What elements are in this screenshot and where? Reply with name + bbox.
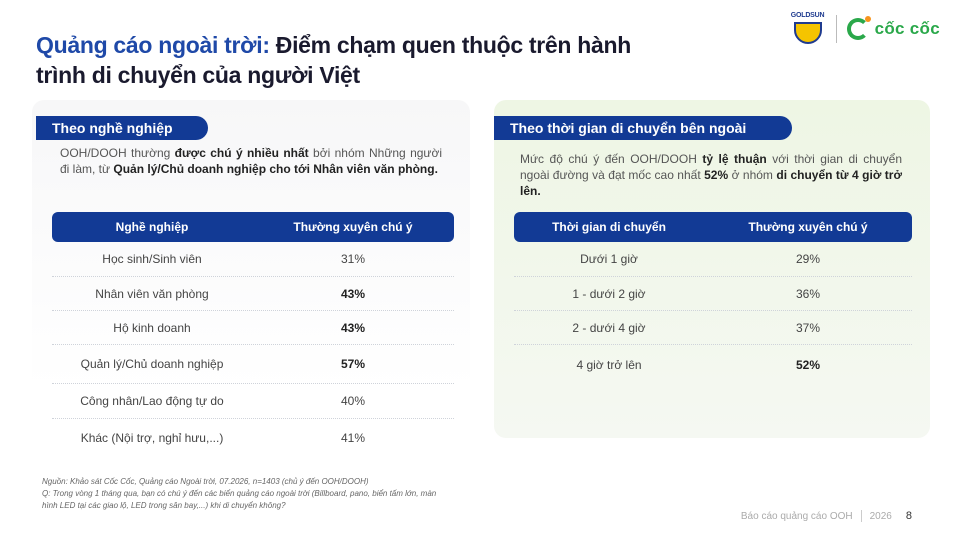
- row-value: 40%: [340, 394, 366, 408]
- footnote-source: Nguồn: Khảo sát Cốc Cốc, Quảng cáo Ngoài…: [42, 477, 369, 486]
- page-title: Quảng cáo ngoài trời: Điểm chạm quen thu…: [36, 30, 656, 90]
- goldsun-logo-text: GOLDSUN: [790, 12, 825, 19]
- row-label: Học sinh/Sinh viên: [102, 252, 202, 266]
- travel-time-table-header: Thời gian di chuyển Thường xuyên chú ý: [514, 212, 912, 242]
- tt-desc-bold-1: tỷ lệ thuận: [702, 152, 767, 166]
- row-label: Công nhân/Lao động tự do: [80, 394, 224, 408]
- footnote-question: Q: Trong vòng 1 tháng qua, bạn có chú ý …: [42, 489, 437, 510]
- tt-desc-bold-2: 52%: [704, 168, 729, 182]
- coccoc-logo: cốc cốc: [846, 16, 940, 40]
- row-value: 43%: [340, 320, 366, 335]
- table-row: Dưới 1 giờ 29%: [514, 242, 912, 277]
- title-accent: Quảng cáo ngoài trời:: [36, 32, 270, 58]
- occupation-table-header: Nghề nghiệp Thường xuyên chú ý: [52, 212, 454, 242]
- travel-time-description: Mức độ chú ý đến OOH/DOOH tỷ lệ thuận vớ…: [520, 151, 902, 199]
- table-row: 4 giờ trở lên 52%: [514, 345, 912, 384]
- page-footer: Báo cáo quảng cáo OOH 2026 8: [741, 510, 912, 522]
- occupation-description: OOH/DOOH thường được chú ý nhiều nhất bở…: [60, 145, 442, 177]
- page-number: 8: [905, 510, 912, 522]
- coccoc-mark-icon: [846, 16, 871, 40]
- table-row: Khác (Nội trợ, nghỉ hưu,...) 41%: [52, 419, 454, 457]
- row-value: 52%: [795, 357, 821, 372]
- header-travel-time: Thời gian di chuyển: [552, 220, 666, 234]
- travel-time-tag: Theo thời gian di chuyển bên ngoài: [494, 116, 792, 140]
- row-label: 2 - dưới 4 giờ: [572, 320, 646, 335]
- tt-desc-text-2: với thời gian di chuyển ngoài đường và đ…: [520, 152, 902, 182]
- header-attention: Thường xuyên chú ý: [748, 220, 868, 234]
- row-label: Hộ kinh doanh: [113, 320, 191, 335]
- row-label: Dưới 1 giờ: [580, 252, 638, 266]
- row-value: 37%: [795, 320, 821, 335]
- table-row: Quản lý/Chủ doanh nghiệp 57%: [52, 345, 454, 384]
- footnote: Nguồn: Khảo sát Cốc Cốc, Quảng cáo Ngoài…: [42, 476, 442, 512]
- occ-desc-bold-2: Quản lý/Chủ doanh nghiệp cho tới Nhân vi…: [113, 162, 438, 176]
- occ-desc-bold-1: được chú ý nhiều nhất: [174, 146, 309, 160]
- title-rest: Điểm chạm quen thuộc trên hành trình di …: [36, 32, 631, 88]
- goldsun-badge-icon: [793, 22, 822, 44]
- table-row: Nhân viên văn phòng 43%: [52, 277, 454, 311]
- travel-time-table: Thời gian di chuyển Thường xuyên chú ý D…: [514, 212, 912, 384]
- row-value: 29%: [795, 252, 821, 266]
- table-row: 2 - dưới 4 giờ 37%: [514, 311, 912, 345]
- row-value: 41%: [340, 431, 366, 445]
- header-occupation: Nghề nghiệp: [115, 220, 189, 234]
- row-value: 36%: [795, 286, 821, 301]
- tt-desc-text-1: Mức độ chú ý đến OOH/DOOH: [520, 152, 703, 166]
- logo-divider: [835, 15, 837, 43]
- logo-bar: GOLDSUN cốc cốc: [790, 12, 940, 46]
- row-label: Nhân viên văn phòng: [95, 286, 209, 301]
- occ-desc-text-1: OOH/DOOH thường: [60, 146, 175, 160]
- travel-time-panel: [494, 100, 930, 438]
- footer-year: 2026: [869, 510, 892, 522]
- row-label: 1 - dưới 2 giờ: [572, 286, 646, 301]
- table-row: 1 - dưới 2 giờ 36%: [514, 277, 912, 311]
- occupation-panel: [32, 100, 470, 390]
- header-attention: Thường xuyên chú ý: [293, 220, 413, 234]
- coccoc-logo-text: cốc cốc: [874, 19, 940, 38]
- occ-desc-text-2: bởi nhóm Những người đi làm, từ: [60, 146, 442, 176]
- table-row: Hộ kinh doanh 43%: [52, 311, 454, 345]
- row-value: 57%: [340, 357, 366, 371]
- footer-report-name: Báo cáo quảng cáo OOH: [740, 510, 853, 522]
- tt-desc-text-3: ở nhóm: [728, 168, 777, 182]
- row-value: 31%: [340, 252, 366, 266]
- table-row: Học sinh/Sinh viên 31%: [52, 242, 454, 277]
- row-label: Khác (Nội trợ, nghỉ hưu,...): [80, 431, 224, 445]
- row-label: 4 giờ trở lên: [576, 357, 642, 372]
- row-value: 43%: [340, 286, 366, 301]
- footer-divider: [860, 510, 862, 522]
- occupation-tag: Theo nghề nghiệp: [36, 116, 208, 140]
- tt-desc-bold-3: di chuyển từ 4 giờ trở lên.: [520, 168, 902, 198]
- table-row: Công nhân/Lao động tự do 40%: [52, 384, 454, 419]
- row-label: Quản lý/Chủ doanh nghiệp: [80, 357, 224, 371]
- goldsun-logo: GOLDSUN: [790, 12, 826, 46]
- occupation-table: Nghề nghiệp Thường xuyên chú ý Học sinh/…: [52, 212, 454, 457]
